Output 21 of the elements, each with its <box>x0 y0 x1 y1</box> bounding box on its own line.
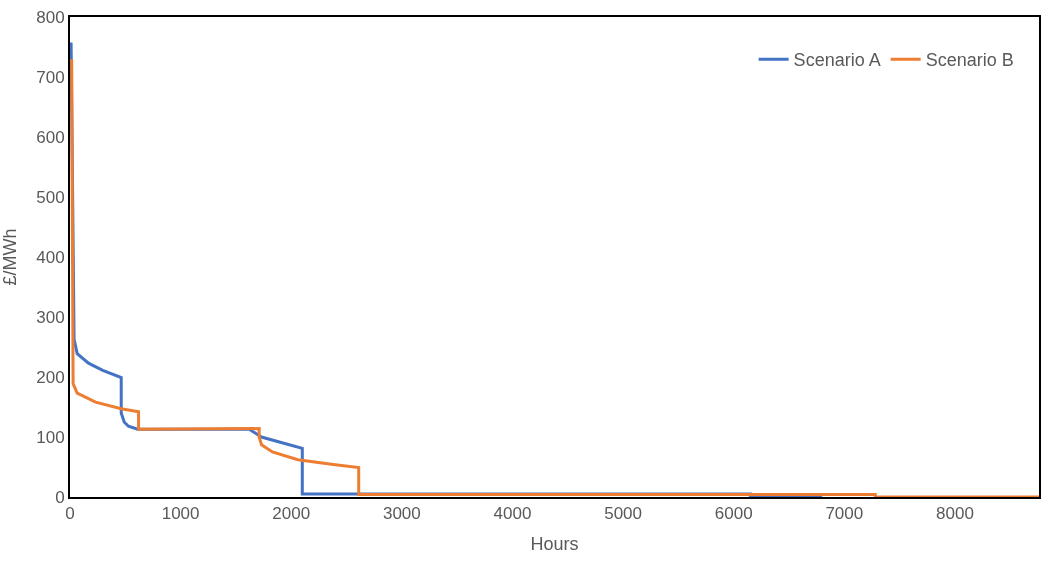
y-axis-title: £/MWh <box>0 228 20 286</box>
x-tick-label: 3000 <box>382 504 421 524</box>
y-tick-label: 800 <box>36 7 65 27</box>
x-tick-label: 4000 <box>493 504 532 524</box>
x-tick-label: 6000 <box>714 504 753 524</box>
y-tick-label: 700 <box>36 67 65 87</box>
x-tick-label: 5000 <box>604 504 642 524</box>
y-tick-label: 600 <box>36 127 65 147</box>
y-tick-label: 500 <box>36 187 65 207</box>
x-axis-title: Hours <box>530 534 579 554</box>
y-tick-label: 300 <box>36 307 65 327</box>
legend-label: Scenario B <box>925 50 1014 71</box>
x-tick-label: 2000 <box>272 504 311 524</box>
x-tick-label: 1000 <box>161 504 200 524</box>
x-tick-label: 7000 <box>825 504 864 524</box>
y-tick-label: 200 <box>36 367 65 387</box>
y-tick-label: 0 <box>55 487 65 507</box>
x-tick-label: 8000 <box>936 504 974 524</box>
y-tick-label: 400 <box>36 247 65 267</box>
y-tick-label: 100 <box>36 427 65 447</box>
legend-label: Scenario A <box>793 50 881 71</box>
